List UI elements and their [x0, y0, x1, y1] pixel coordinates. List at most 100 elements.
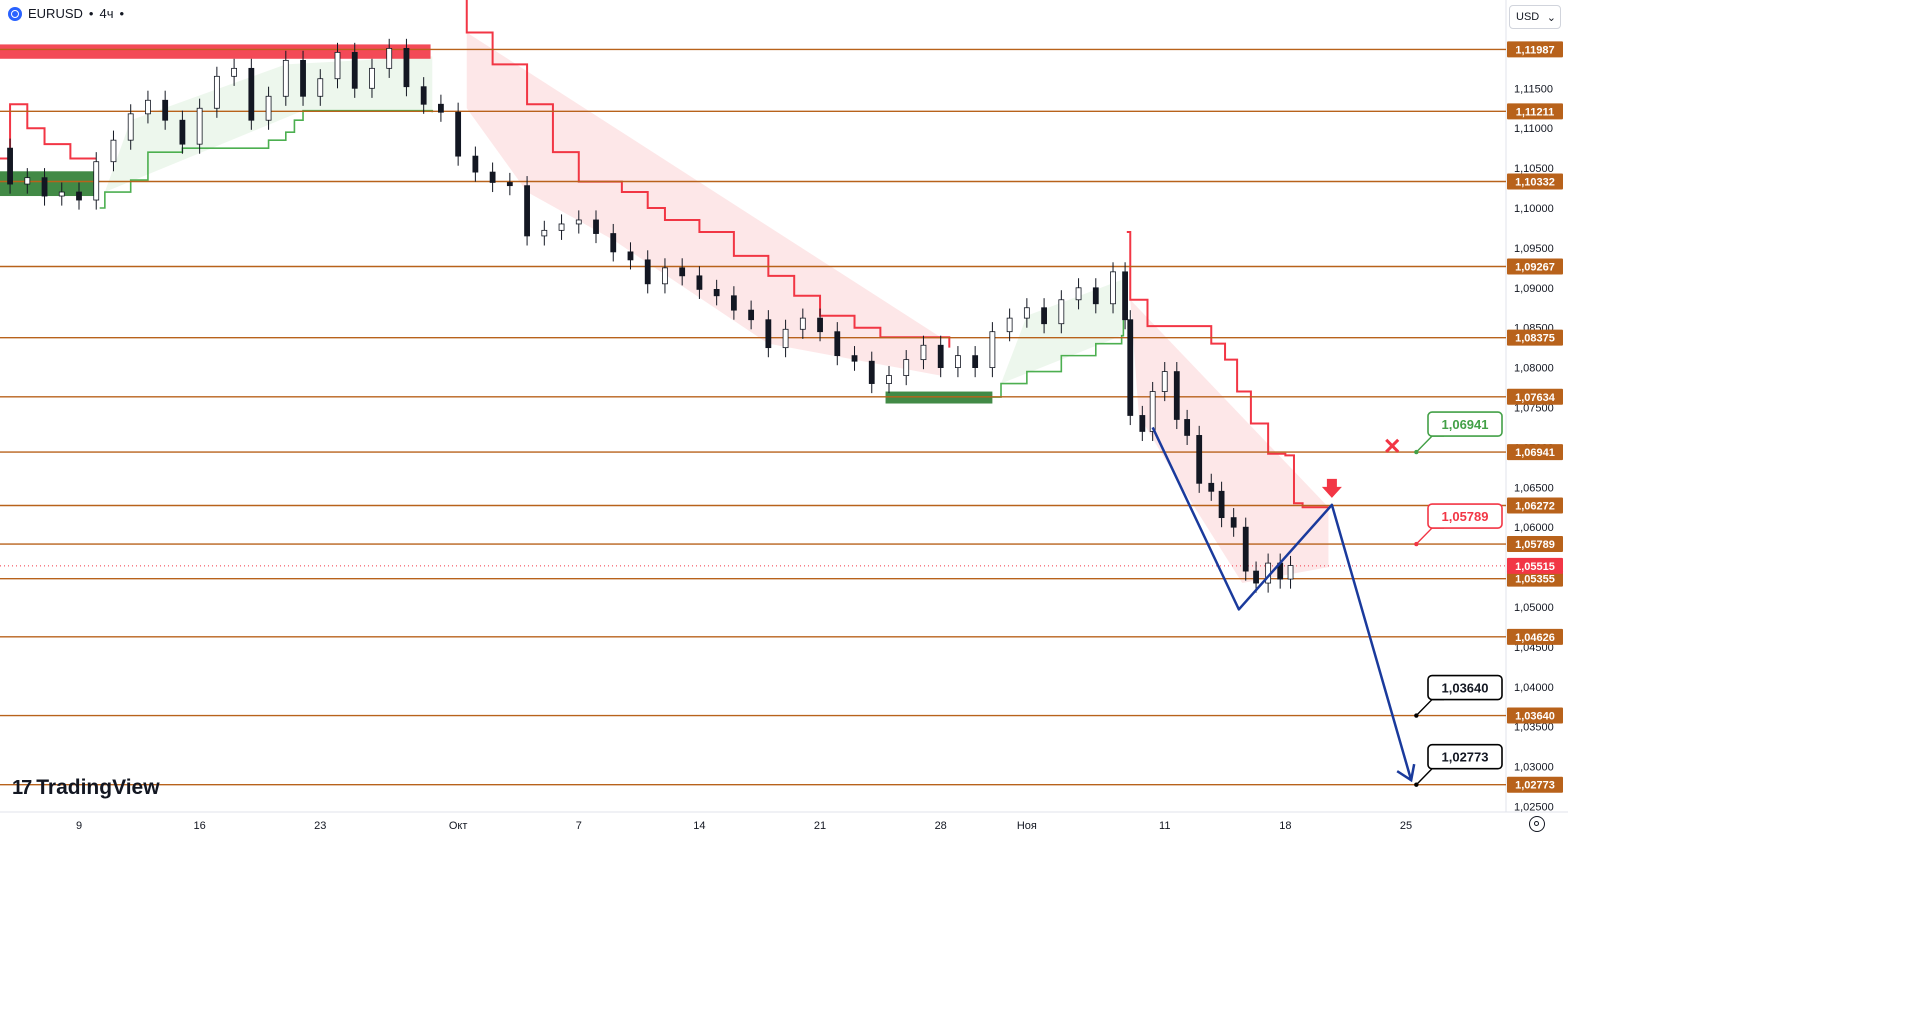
- callout-box-1: [1427, 503, 1503, 529]
- supertrend-down-line-1: [465, 0, 951, 348]
- y-tick-label-2: 1,10500: [1514, 163, 1554, 175]
- x-tick-label-9: 11: [1159, 820, 1170, 832]
- candle-body-18: [231, 67, 238, 77]
- candle-body-6: [24, 177, 31, 185]
- candle-body-48: [748, 309, 755, 321]
- x-tick-label-10: 18: [1279, 820, 1291, 832]
- callout-label-1: 1,05789: [1442, 509, 1489, 524]
- settings-gear-icon[interactable]: [1529, 816, 1545, 832]
- level-badge-label-4: 1,08375: [1515, 333, 1555, 345]
- candle-body-20: [265, 95, 272, 121]
- symbol-name[interactable]: EURUSD: [28, 6, 83, 21]
- level-badge-label-0: 1,11987: [1515, 44, 1554, 56]
- candle-body-21: [282, 59, 289, 97]
- candle-body-30: [438, 103, 444, 113]
- x-tick-label-3: Окт: [449, 820, 468, 832]
- candle-body-31: [455, 111, 462, 157]
- candle-body-19: [248, 67, 255, 121]
- supertrend-down-line-2: [1126, 230, 1329, 509]
- x-tick-label-4: 7: [576, 820, 582, 832]
- y-tick-label-10: 1,06500: [1514, 482, 1554, 494]
- candle-body-47: [730, 295, 737, 311]
- candle-body-53: [834, 331, 841, 357]
- y-tick-label-7: 1,08000: [1514, 363, 1554, 375]
- candle-body-29: [420, 86, 427, 105]
- x-tick-label-11: 25: [1400, 820, 1412, 832]
- candle-body-52: [817, 317, 823, 333]
- candle-body-85: [1287, 565, 1294, 580]
- y-tick-label-17: 1,03000: [1514, 762, 1554, 774]
- demand-zone-1: [0, 171, 98, 197]
- sell-arrow-icon: [1321, 478, 1342, 498]
- candle-body-40: [610, 233, 617, 253]
- callout-label-2: 1,03640: [1442, 681, 1489, 696]
- candle-body-63: [1006, 317, 1013, 333]
- candle-body-13: [145, 99, 151, 115]
- candle-body-14: [162, 99, 169, 121]
- level-badge-9: [1507, 570, 1563, 587]
- candle-body-43: [662, 267, 668, 285]
- candle-body-60: [955, 355, 961, 369]
- candle-body-61: [972, 355, 979, 369]
- candle-body-38: [575, 219, 582, 225]
- y-tick-label-15: 1,04000: [1514, 682, 1554, 694]
- currency-select[interactable]: USD ⌄: [1509, 5, 1561, 29]
- tradingview-mark-icon: 17: [12, 776, 32, 799]
- x-tick-label-8: Ноя: [1017, 820, 1037, 832]
- level-badge-label-6: 1,06941: [1515, 447, 1555, 459]
- candle-body-37: [558, 223, 565, 231]
- level-badge-6: [1507, 444, 1563, 461]
- candle-body-56: [886, 375, 892, 384]
- candle-body-10: [93, 161, 100, 201]
- candle-body-50: [782, 328, 789, 349]
- candle-body-67: [1075, 287, 1082, 301]
- level-badge-2: [1507, 173, 1563, 190]
- level-badge-10: [1507, 628, 1563, 645]
- candle-body-79: [1218, 490, 1225, 519]
- tradingview-logo[interactable]: 17 TradingView: [12, 776, 160, 800]
- y-tick-label-11: 1,06000: [1514, 522, 1554, 534]
- candle-body-34: [506, 182, 513, 187]
- chart-header: EURUSD • 4ч •: [8, 6, 124, 21]
- candle-body-54: [851, 355, 858, 362]
- separator-dot: •: [88, 6, 94, 21]
- price-chart[interactable]: 1,11500 1,11000 1,10500 1,10000 1,09500 1,090…: [0, 0, 1568, 839]
- candle-body-51: [799, 317, 806, 330]
- candle-body-55: [868, 360, 875, 384]
- candle-body-76: [1184, 419, 1191, 436]
- level-badge-8: [1507, 536, 1563, 553]
- candle-body-33: [489, 171, 496, 183]
- candle-body-82: [1253, 570, 1259, 584]
- candle-body-78: [1208, 482, 1215, 492]
- candle-body-5: [7, 147, 13, 185]
- candle-body-49: [765, 319, 772, 349]
- candle-body-44: [679, 267, 686, 277]
- callout-box-0: [1427, 411, 1503, 437]
- level-badge-7: [1507, 497, 1563, 514]
- candle-body-72: [1139, 415, 1146, 432]
- currency-label: USD: [1516, 11, 1540, 23]
- callout-box-2: [1427, 674, 1503, 701]
- level-badge-4: [1507, 329, 1563, 346]
- interval-label[interactable]: 4ч: [99, 6, 114, 21]
- euro-dollar-flag-icon: [8, 6, 22, 21]
- candle-body-70: [1122, 271, 1128, 321]
- x-tick-label-0: 9: [76, 820, 82, 832]
- level-badge-label-9: 1,05355: [1515, 574, 1555, 586]
- candle-body-71: [1127, 319, 1134, 416]
- candle-body-65: [1041, 307, 1047, 325]
- candle-body-22: [300, 59, 306, 97]
- level-badge-label-7: 1,06272: [1515, 500, 1555, 512]
- candle-body-16: [196, 107, 203, 145]
- y-tick-label-13: 1,05000: [1514, 602, 1554, 614]
- level-badge-label-5: 1,07634: [1515, 392, 1556, 404]
- level-badge-5: [1507, 388, 1563, 405]
- callout-pointer-0: [1415, 435, 1444, 453]
- current-price-label: 1,05515: [1515, 561, 1555, 573]
- supertrend-up-line-1: [99, 109, 434, 209]
- x-tick-label-7: 28: [935, 820, 947, 832]
- y-tick-label-16: 1,03500: [1514, 722, 1554, 734]
- level-badge-0: [1507, 41, 1563, 58]
- y-tick-label-14: 1,04500: [1514, 642, 1554, 654]
- y-tick-label-8: 1,07500: [1514, 403, 1554, 415]
